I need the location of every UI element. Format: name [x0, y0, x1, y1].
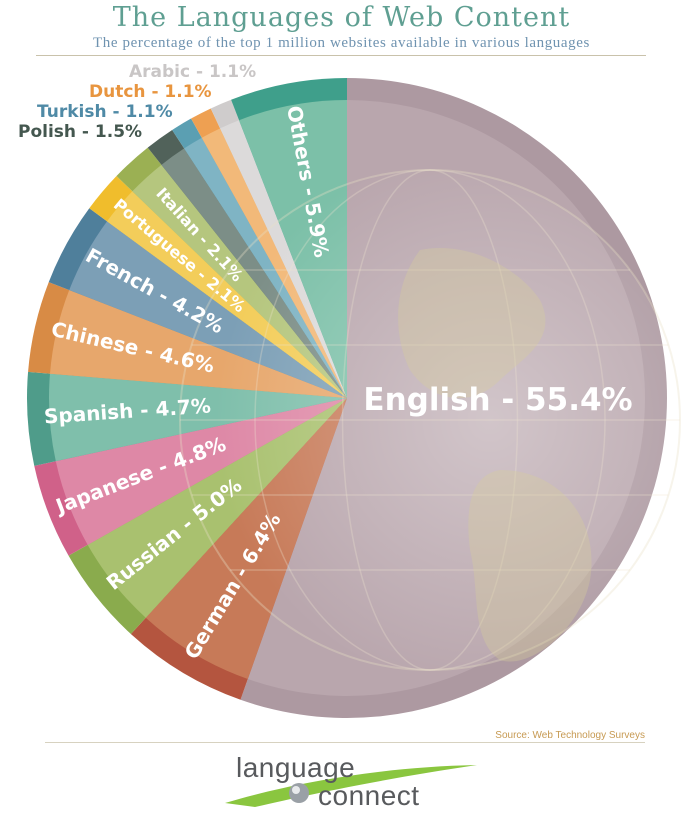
source-note: Source: Web Technology Surveys [495, 730, 645, 741]
logo-swoosh-icon [225, 765, 477, 807]
slice-label-polish: Polish - 1.5% [18, 122, 142, 142]
chart-title: The Languages of Web Content [112, 2, 571, 33]
slice-label-arabic: Arabic - 1.1% [129, 62, 256, 82]
logo-text-connect: connect [318, 780, 420, 811]
slice-label-turkish: Turkish - 1.1% [37, 102, 173, 122]
logo-text-language: language [236, 752, 356, 783]
footer-divider [45, 742, 645, 743]
globe-watermark [179, 169, 681, 671]
slice-label-english: English - 55.4% [363, 382, 632, 418]
chart-subtitle: The percentage of the top 1 million webs… [93, 35, 590, 51]
header-divider [36, 55, 646, 56]
slice-label-dutch: Dutch - 1.1% [89, 82, 212, 102]
